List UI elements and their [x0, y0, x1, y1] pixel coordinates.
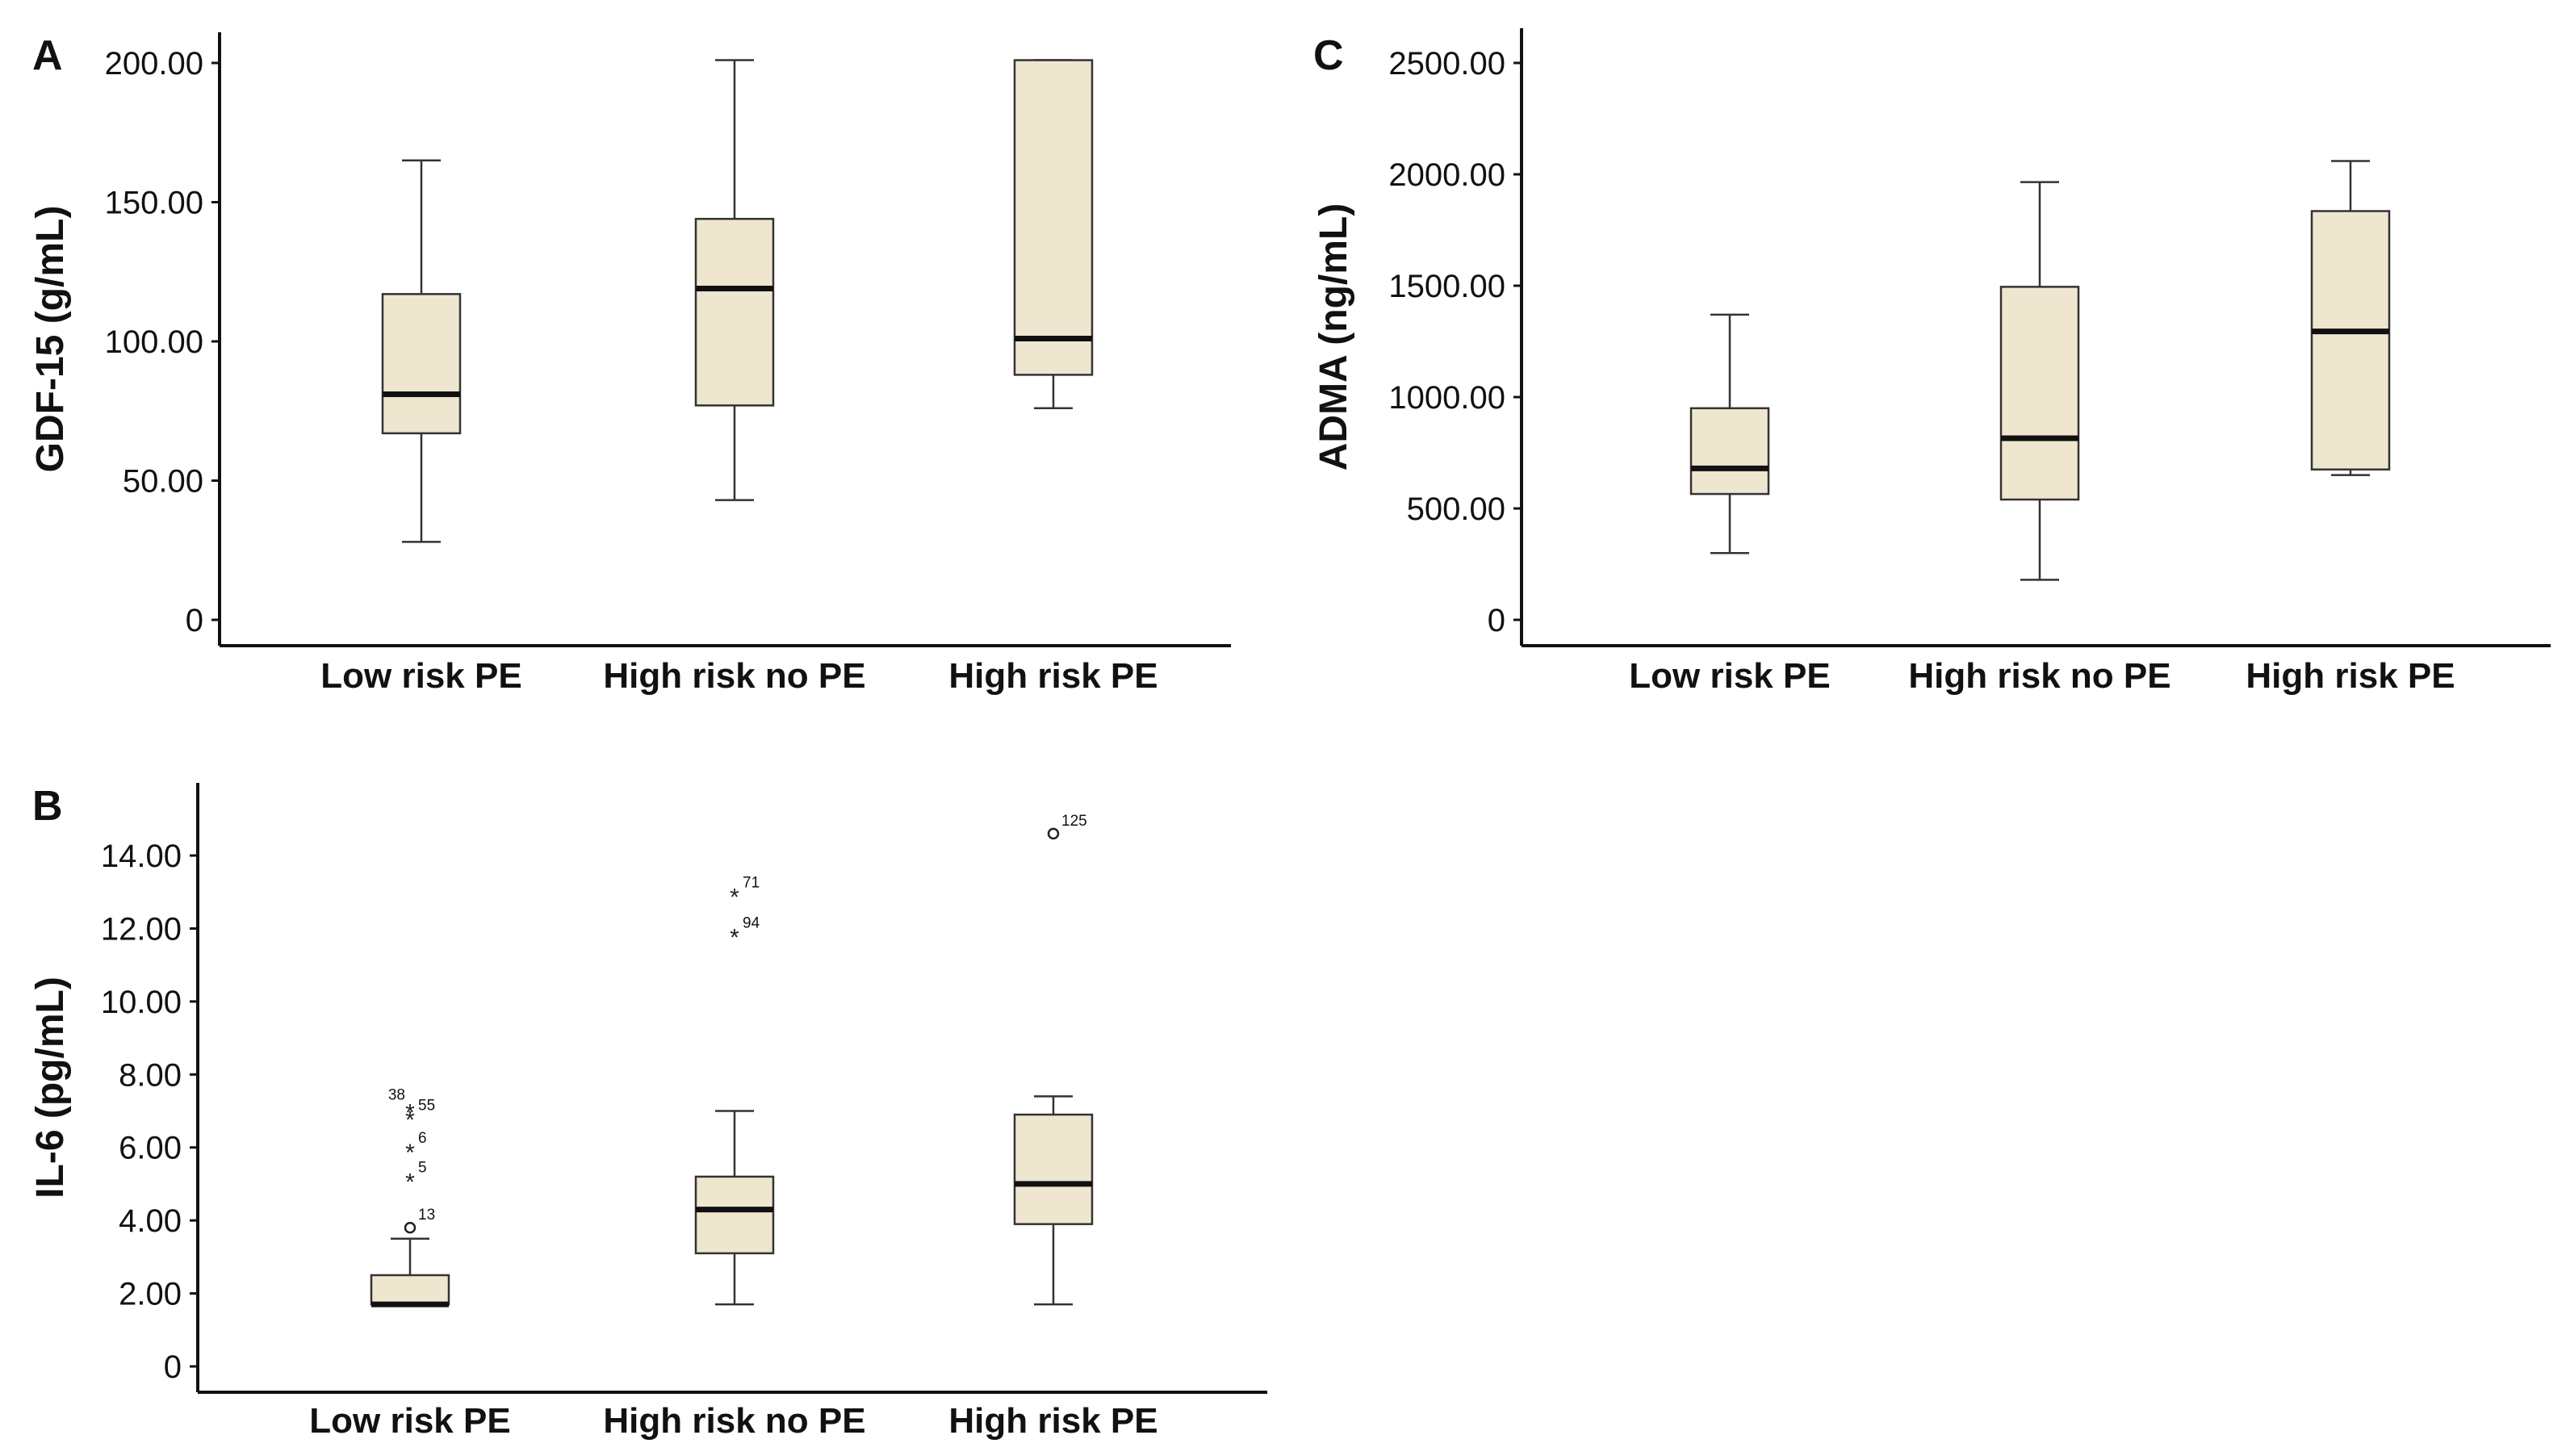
y-tick-label: 500.00: [1407, 492, 1505, 527]
outlier-label: 13: [418, 1207, 435, 1224]
y-tick-label: 8.00: [119, 1057, 182, 1093]
box-group-3: [1013, 59, 1094, 410]
category-label: High risk PE: [948, 1401, 1157, 1441]
outlier-star: *: [405, 1100, 415, 1127]
outlier-label: 55: [418, 1098, 435, 1115]
outlier-star: *: [730, 885, 739, 911]
box-iqr: [694, 1175, 775, 1255]
panel-letter: B: [32, 783, 63, 830]
y-tick-label: 200.00: [105, 46, 203, 82]
chart-panel-c: C 0 500.00 1000.00 1500.00 2000.00 2500.00 ADMA…: [1312, 28, 2551, 696]
category-label: Low risk PE: [1629, 656, 1830, 696]
y-tick-label: 50.00: [123, 464, 203, 500]
y-tick-label: 12.00: [101, 911, 182, 947]
y-tick-label: 14.00: [101, 839, 182, 874]
category-label: High risk PE: [2246, 656, 2455, 696]
y-tick-label: 150.00: [105, 186, 203, 221]
outlier-label: 71: [743, 875, 760, 892]
category-label: High risk no PE: [603, 656, 865, 696]
box-group-2: *94*71: [694, 875, 775, 1306]
box-group-1: 13*5*6*55*38: [370, 1087, 450, 1307]
box-group-3: [2310, 160, 2391, 476]
category-label: High risk PE: [948, 656, 1157, 696]
category-label: High risk no PE: [603, 1401, 865, 1441]
chart-panel-a: A 0 50.00 100.00 150.00 200.00 GDF-15 (g/mL) Lo…: [29, 32, 1231, 696]
box-group-3: 125: [1013, 813, 1094, 1306]
box-group-2: [1999, 181, 2080, 581]
y-tick-label: 0: [1488, 603, 1505, 638]
box-group-1: [381, 159, 462, 543]
category-label: Low risk PE: [320, 656, 521, 696]
y-tick-label: 6.00: [119, 1131, 182, 1166]
category-label: Low risk PE: [309, 1401, 510, 1441]
outlier-label: 6: [418, 1130, 427, 1147]
y-tick-label: 2000.00: [1388, 157, 1505, 193]
box-iqr: [1013, 59, 1094, 376]
panel-letter: C: [1313, 32, 1344, 79]
category-label: High risk no PE: [1908, 656, 2170, 696]
box-group-1: [1689, 313, 1770, 554]
y-tick-label: 4.00: [119, 1203, 182, 1239]
outlier-label: 5: [418, 1159, 427, 1176]
outlier-star: *: [405, 1169, 415, 1195]
outlier-label: 94: [743, 914, 760, 931]
y-tick-label: 0: [186, 603, 203, 638]
box-iqr: [2310, 210, 2391, 471]
box-iqr: [694, 217, 775, 407]
box-iqr: [1013, 1113, 1094, 1225]
box-group-2: [694, 59, 775, 501]
y-tick-label: 0: [164, 1349, 182, 1385]
y-tick-label: 2.00: [119, 1277, 182, 1312]
y-tick-label: 100.00: [105, 324, 203, 360]
y-tick-label: 1500.00: [1388, 269, 1505, 304]
outlier-label: 38: [388, 1087, 405, 1104]
y-axis-title: ADMA (ng/mL): [1312, 203, 1355, 471]
chart-panel-b: B 0 2.00 4.00 6.00 8.00 10.00 12.00 14.00 IL-6 (p…: [29, 783, 1267, 1441]
y-tick-label: 2500.00: [1388, 46, 1505, 82]
outlier-circle: [1047, 827, 1060, 840]
outlier-circle: [404, 1221, 417, 1234]
y-axis-title: GDF-15 (g/mL): [29, 206, 72, 473]
box-iqr: [370, 1274, 450, 1306]
box-iqr: [1689, 407, 1770, 496]
box-iqr: [381, 293, 462, 435]
y-tick-label: 10.00: [101, 985, 182, 1020]
outlier-star: *: [730, 924, 739, 951]
panel-letter: A: [32, 32, 63, 79]
outlier-star: *: [405, 1140, 415, 1166]
box-iqr: [1999, 286, 2080, 501]
outlier-star: *: [405, 1107, 415, 1134]
outlier-label: 125: [1061, 813, 1087, 830]
y-tick-label: 1000.00: [1388, 380, 1505, 416]
y-axis-title: IL-6 (pg/mL): [29, 977, 72, 1199]
